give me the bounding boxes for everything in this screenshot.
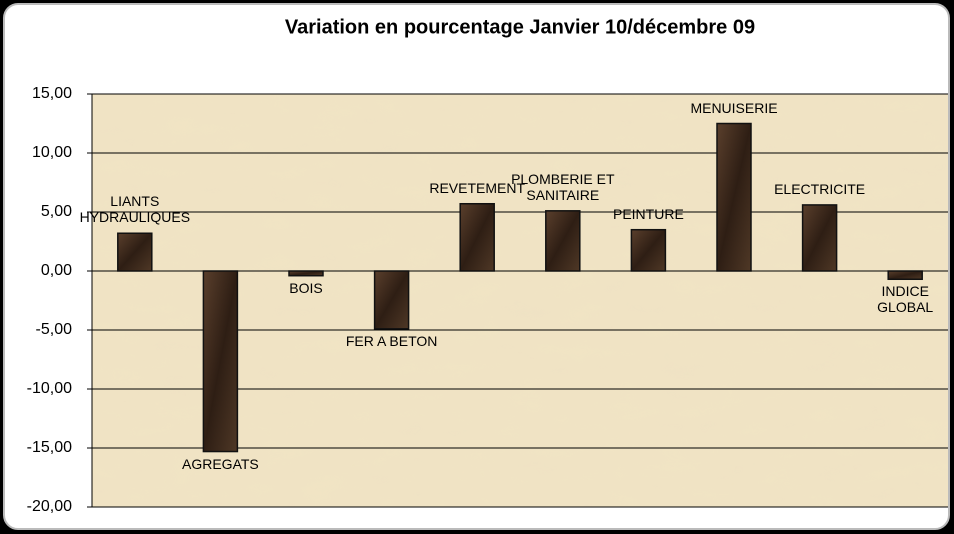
bar [716, 122, 752, 272]
category-label: LIANTS HYDRAULIQUES [79, 193, 191, 226]
category-label: AGREGATS [182, 455, 259, 472]
bar [117, 232, 153, 272]
y-tick-label: 10,00 [32, 144, 72, 161]
category-label: MENUISERIE [690, 99, 778, 116]
bar [801, 204, 838, 272]
category-label: PEINTURE [612, 205, 684, 222]
y-tick-label: -5,00 [36, 321, 73, 338]
category-label: INDICE GLOBAL [877, 283, 934, 316]
bar [545, 210, 581, 272]
category-label: ELECTRICITE [774, 180, 866, 197]
bar [202, 270, 239, 453]
y-tick-label: 5,00 [41, 203, 72, 220]
y-tick-label: 15,00 [32, 85, 72, 102]
bar [373, 270, 410, 330]
bar [630, 228, 667, 272]
bar [887, 270, 923, 281]
y-tick-label: 0,00 [41, 262, 72, 279]
chart-title: Variation en pourcentage Janvier 10/déce… [285, 16, 755, 38]
bar [459, 202, 495, 272]
category-label: BOIS [289, 279, 323, 296]
category-label: PLOMBERIE ET SANITAIRE [511, 170, 615, 203]
category-label: REVETEMENT [429, 179, 526, 196]
bar [288, 270, 324, 277]
y-tick-label: -20,00 [27, 498, 72, 515]
y-tick-label: -15,00 [27, 439, 72, 456]
category-label: FER A BETON [345, 332, 438, 349]
y-tick-label: -10,00 [27, 380, 72, 397]
